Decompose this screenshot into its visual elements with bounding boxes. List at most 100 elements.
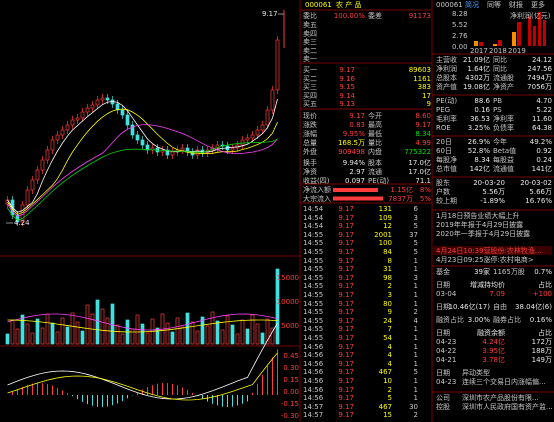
tick-volume: 2 (387, 282, 392, 291)
info-value: 247.56 (527, 65, 553, 73)
tick-price: 9.17 (338, 282, 354, 291)
news-highlight (434, 246, 552, 255)
tick-time: 14:55 (303, 316, 324, 325)
tick-time: 14:55 (303, 291, 324, 299)
tick-time: 14:55 (303, 256, 324, 265)
info-value: 16.76% (525, 197, 552, 205)
value: 9.95% (342, 130, 365, 138)
info-label: PS (493, 106, 502, 114)
candle-body (265, 109, 270, 126)
volume-bar (60, 317, 65, 345)
tick-count: 1 (413, 385, 418, 394)
volume-bar (165, 322, 170, 345)
tick-volume: 5 (387, 394, 392, 403)
axis-label: 0.15 (283, 376, 299, 384)
bid-volume: 383 (417, 83, 431, 91)
info-label: 流通值 (493, 165, 514, 173)
value: 4.99 (415, 139, 431, 147)
stock-code: 000061 (305, 1, 332, 9)
tick-time: 14:55 (303, 308, 324, 317)
tick-price: 9.17 (338, 411, 354, 420)
tick-time: 14:55 (303, 230, 324, 239)
ma-line (7, 124, 278, 217)
volume-bar (25, 323, 30, 345)
tick-volume: 98 (383, 273, 392, 282)
tick-price: 9.17 (338, 377, 354, 385)
bid-volume: 17 (422, 91, 431, 100)
volume-bar (70, 312, 75, 345)
info-label: 每股益 (493, 156, 514, 164)
info-label: PE(动) (436, 97, 458, 105)
tick-volume: 4 (387, 351, 392, 360)
info-value: 0.7% (534, 268, 552, 276)
candle-body (255, 129, 260, 136)
volume-bar (115, 324, 120, 345)
bid-label: 买一 (303, 66, 317, 74)
candle-body (60, 129, 65, 136)
mini-bar (538, 12, 541, 46)
volume-bar (230, 324, 235, 345)
info-value: 38.04亿(6) (515, 303, 552, 311)
ask-label: 卖一 (303, 55, 317, 63)
tick-price: 9.17 (338, 334, 354, 342)
volume-bar (85, 304, 90, 345)
info-value: 3.95亿 (482, 347, 505, 355)
mini-year: 2017 (470, 47, 488, 55)
tick-time: 14:56 (303, 368, 324, 377)
value: 9.17 (415, 121, 431, 129)
info-value: 5.56万 (482, 188, 505, 196)
tick-time: 14:56 (303, 377, 324, 385)
tick-volume: 54 (383, 334, 392, 342)
tick-count: 1 (413, 282, 418, 291)
tick-time: 14:56 (303, 359, 324, 368)
candle-body (260, 124, 265, 131)
bid-price: 9.16 (339, 74, 355, 83)
tick-price: 9.17 (338, 351, 354, 360)
tab[interactable]: 简况 (465, 1, 479, 9)
tab[interactable]: 同等 (487, 1, 501, 9)
info-text: 异动类型 (462, 369, 490, 377)
tick-volume: 4 (387, 359, 392, 368)
info-value: 1.64亿 (467, 65, 490, 73)
candle-body (30, 179, 35, 191)
label: 委比 (303, 12, 317, 20)
mini-bar (533, 26, 536, 46)
candle-body (215, 144, 220, 149)
volume-bar (120, 333, 125, 345)
candle-body (240, 139, 245, 146)
label: 涨跌 (303, 121, 317, 129)
volume-bar (15, 328, 20, 345)
volume-bar (200, 316, 205, 345)
info-label: 日期 (436, 329, 450, 337)
label: 现价 (303, 112, 317, 120)
candle-body (50, 139, 55, 151)
tick-price: 9.17 (338, 385, 354, 394)
volume-bar (5, 333, 10, 345)
mini-bar (493, 44, 497, 46)
mini-year: 2018 (489, 47, 507, 55)
tick-count: 1 (413, 377, 418, 385)
value: 0.83 (349, 121, 365, 129)
volume-bar (265, 318, 270, 345)
volume-bar (210, 311, 215, 345)
candle-body (125, 114, 130, 126)
macd-line (7, 352, 278, 401)
candle-body (75, 117, 80, 121)
tick-count: 1 (413, 291, 418, 299)
tick-count: 1 (413, 334, 418, 342)
volume-bar (20, 314, 25, 345)
candle-body (180, 147, 185, 151)
tick-count: 1 (413, 299, 418, 308)
info-label: 净利润 (436, 65, 457, 73)
info-value: 融资余额 (477, 329, 505, 337)
tick-price: 9.17 (338, 342, 354, 351)
mini-bar (517, 22, 521, 46)
flow-bar (333, 196, 383, 201)
tick-volume: 7 (387, 325, 392, 334)
info-text: 4月23日09:25涨停:农村电商> (436, 256, 534, 264)
tab[interactable]: 更多 (531, 1, 545, 9)
volume-bar (235, 333, 240, 345)
info-label: 日期 (436, 303, 450, 311)
bid-price: 9.14 (339, 91, 355, 100)
tab[interactable]: 财报 (509, 1, 523, 9)
